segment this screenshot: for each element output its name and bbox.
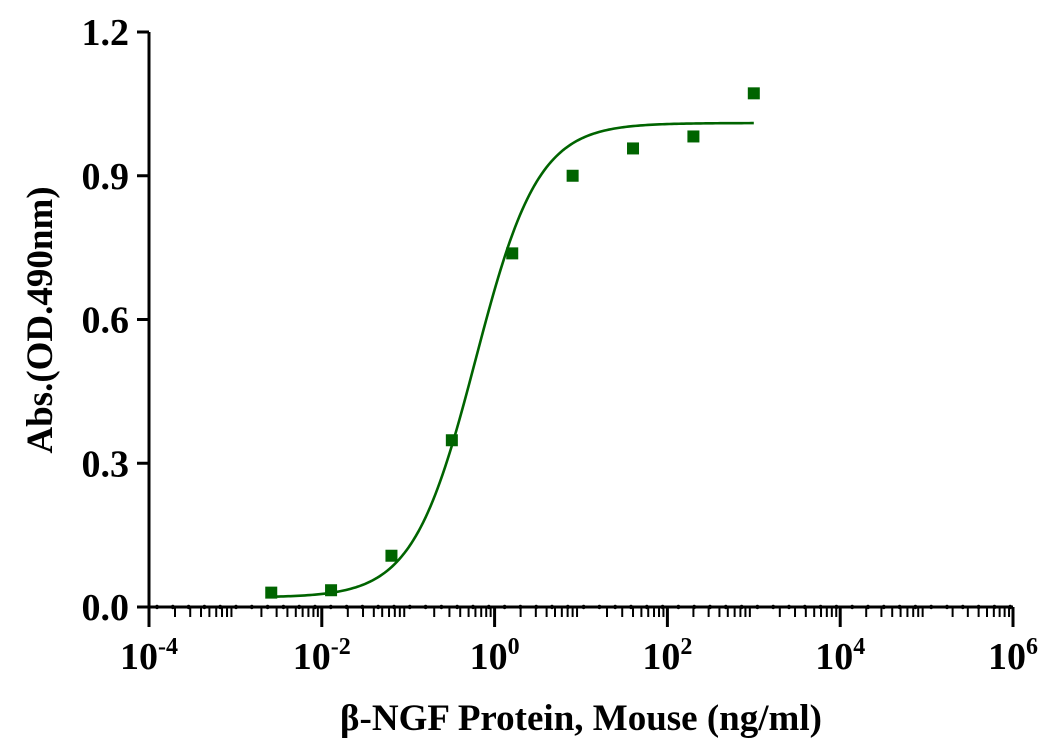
x-tick-label-0: 10-4 xyxy=(120,634,178,678)
data-point-3 xyxy=(445,434,458,447)
baseline-dot xyxy=(565,604,570,610)
baseline-dot xyxy=(707,604,713,610)
baseline-dot xyxy=(613,604,618,610)
baseline-dot xyxy=(818,604,823,610)
baseline-dot xyxy=(786,604,792,610)
baseline-dot xyxy=(328,604,333,610)
baseline-dot xyxy=(154,604,160,610)
baseline-dot xyxy=(676,604,681,610)
y-tick-label-3: 0.9 xyxy=(82,156,130,198)
baseline-dot xyxy=(170,604,175,610)
baseline-dot xyxy=(692,604,697,610)
baseline-dot xyxy=(992,604,997,610)
x-axis-title: β-NGF Protein, Mouse (ng/ml) xyxy=(340,698,822,739)
x-tick-exponent-1: -2 xyxy=(331,634,351,660)
data-point-6 xyxy=(627,142,640,155)
baseline-dot xyxy=(929,604,934,610)
baseline-dot xyxy=(897,604,902,610)
baseline-dot xyxy=(881,604,886,610)
y-tick-label-2: 0.6 xyxy=(82,300,130,342)
baseline-dot xyxy=(281,604,286,610)
baseline-dot xyxy=(628,604,634,610)
x-tick-exponent-0: -4 xyxy=(158,634,178,660)
baseline-dot xyxy=(802,604,807,610)
baseline-dot xyxy=(597,604,602,610)
baseline-dot xyxy=(755,604,760,610)
data-point-5 xyxy=(566,169,579,182)
baseline-dot xyxy=(549,604,555,610)
y-axis-title: Abs.(OD.490nm) xyxy=(20,186,61,453)
x-tick-label-1: 10-2 xyxy=(293,634,351,678)
x-tick-exponent-3: 2 xyxy=(680,634,692,660)
baseline-dot xyxy=(660,604,665,610)
baseline-dot xyxy=(723,604,728,610)
baseline-dot xyxy=(913,604,918,610)
baseline-dot xyxy=(218,604,223,610)
data-points-layer xyxy=(265,87,760,599)
tick-labels-layer: 0.0 0.3 0.6 0.9 1.2 10-4 10-2 100 102 104 106 xyxy=(82,12,1039,678)
data-point-1 xyxy=(325,584,338,597)
axes xyxy=(137,30,1015,627)
x-tick-exponent-4: 4 xyxy=(853,634,865,660)
data-point-7 xyxy=(687,130,700,143)
baseline-dot xyxy=(486,604,491,610)
baseline-dot xyxy=(534,604,539,610)
baseline-dot xyxy=(249,604,254,610)
x-tick-label-4: 104 xyxy=(815,634,865,678)
baseline-dot xyxy=(455,604,460,610)
baseline-dot xyxy=(265,604,270,610)
baseline-dot xyxy=(834,604,839,610)
baseline-dot xyxy=(297,604,302,610)
baseline-dot xyxy=(1008,604,1013,610)
baseline-dot xyxy=(960,604,965,610)
baseline-dot xyxy=(502,604,507,610)
y-tick-label-1: 0.3 xyxy=(82,443,130,485)
x-tick-label-3: 102 xyxy=(642,634,692,678)
x-tick-label-2: 100 xyxy=(470,634,520,678)
baseline-dot xyxy=(202,604,207,610)
baseline-dot xyxy=(976,604,981,610)
x-tick-label-5: 106 xyxy=(988,634,1038,678)
baseline-dot xyxy=(644,604,649,610)
data-point-0 xyxy=(265,586,278,599)
fit-curve-line xyxy=(271,121,754,599)
baseline-dot xyxy=(581,604,586,610)
baseline-dot xyxy=(850,604,855,610)
baseline-dot xyxy=(865,604,871,610)
baseline-dot xyxy=(186,604,191,610)
baseline-dot xyxy=(407,604,412,610)
y-tick-label-4: 1.2 xyxy=(82,12,130,54)
x-tick-exponent-5: 6 xyxy=(1026,634,1038,660)
data-point-4 xyxy=(506,247,519,260)
y-tick-label-0: 0.0 xyxy=(82,587,130,629)
baseline-dot xyxy=(376,604,381,610)
data-point-8 xyxy=(747,87,760,100)
x-tick-exponent-2: 0 xyxy=(508,634,520,660)
baseline-dot xyxy=(312,604,318,610)
baseline-dot xyxy=(944,604,950,610)
baseline-dot xyxy=(470,604,476,610)
baseline-dot xyxy=(423,604,428,610)
data-point-2 xyxy=(385,549,398,562)
baseline-dot xyxy=(439,604,444,610)
baseline-dot xyxy=(518,604,523,610)
fit-curve-layer xyxy=(271,121,754,599)
baseline-dot xyxy=(771,604,776,610)
baseline-dot xyxy=(360,604,365,610)
baseline-dot xyxy=(344,604,349,610)
baseline-dot xyxy=(233,604,239,610)
baseline-dot xyxy=(739,604,744,610)
baseline-dot xyxy=(391,604,397,610)
